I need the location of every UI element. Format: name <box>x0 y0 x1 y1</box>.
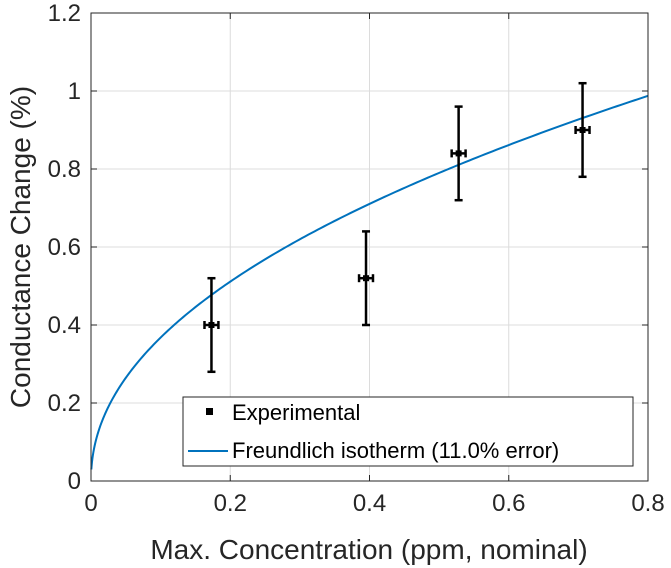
point-marker <box>455 150 462 157</box>
y-tick-label: 1.2 <box>48 0 81 27</box>
x-axis-title: Max. Concentration (ppm, nominal) <box>150 534 587 565</box>
point-marker <box>363 275 370 282</box>
fit-curve <box>90 94 649 470</box>
point-marker <box>579 127 586 133</box>
y-tick-label: 0 <box>68 468 81 495</box>
legend-marker-experimental <box>206 408 213 415</box>
point-marker <box>208 322 215 328</box>
legend: Experimental Freundlich isotherm (11.0% … <box>182 396 634 467</box>
y-tick-label: 0.4 <box>48 312 81 339</box>
y-tick-label: 0.6 <box>48 234 81 261</box>
data-point <box>450 105 467 202</box>
x-tick-label: 0.8 <box>631 490 664 517</box>
data-point <box>574 81 591 179</box>
legend-label-fit: Freundlich isotherm (11.0% error) <box>232 438 559 463</box>
legend-label-experimental: Experimental <box>232 400 360 425</box>
data-point <box>357 230 375 327</box>
y-tick-label: 0.2 <box>48 390 81 417</box>
fit-curve-group <box>90 94 649 470</box>
y-axis-title: Conductance Change (%) <box>5 86 36 408</box>
y-tick-label: 1 <box>68 78 81 105</box>
axis-ticks <box>90 12 649 482</box>
data-point <box>203 276 220 374</box>
y-tick-label: 0.8 <box>48 156 81 183</box>
legend-box <box>182 396 634 467</box>
x-tick-label: 0.6 <box>492 490 525 517</box>
x-tick-label: 0.2 <box>214 490 247 517</box>
x-tick-label: 0.4 <box>353 490 386 517</box>
tick-labels: 0 0.2 0.4 0.6 0.8 0 0.2 0.4 0.6 0.8 1 1.2 <box>48 0 665 517</box>
data-points-group <box>203 81 591 374</box>
x-tick-label: 0 <box>84 490 97 517</box>
